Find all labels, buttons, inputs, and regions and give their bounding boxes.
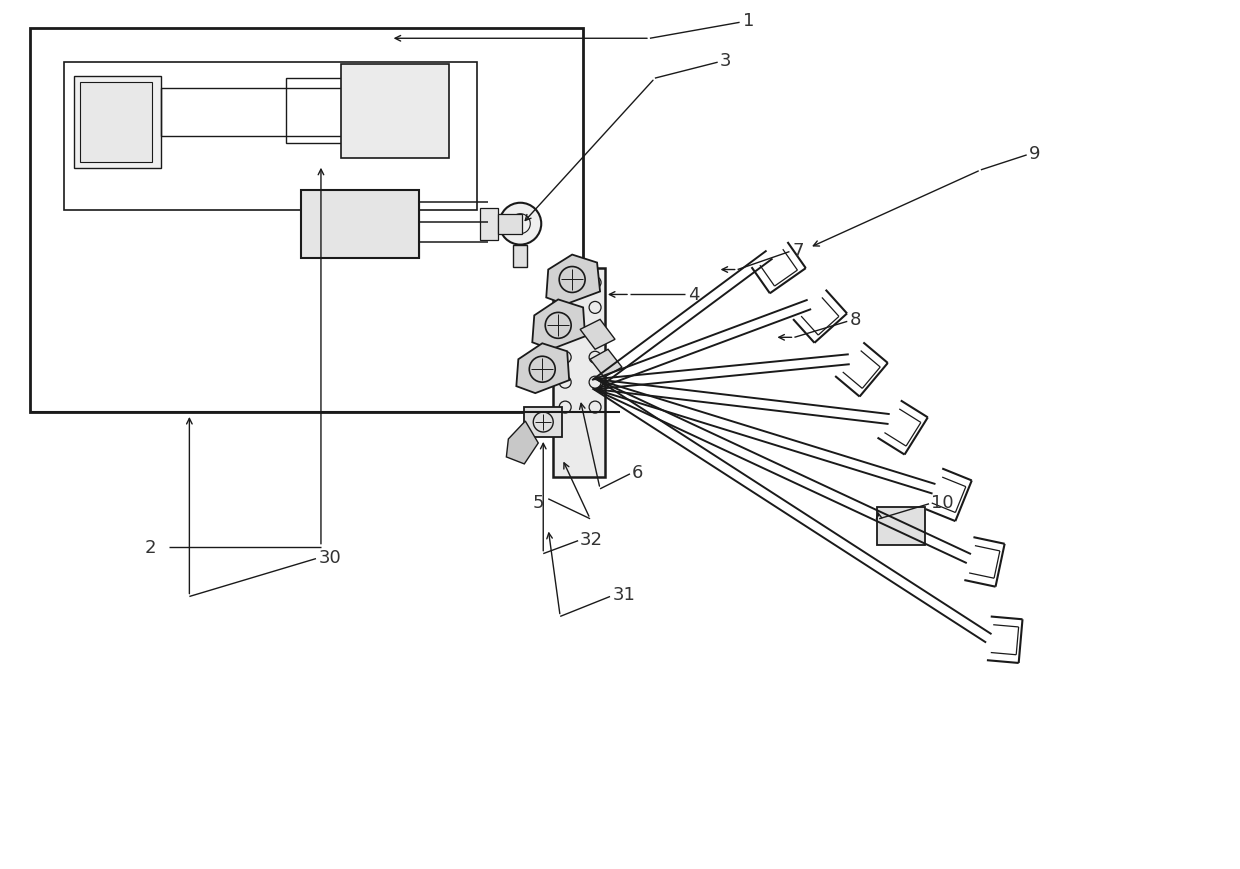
Bar [161,89,376,136]
Polygon shape [590,350,622,378]
Text: 3: 3 [719,52,732,70]
Bar [79,83,151,163]
Text: 31: 31 [613,586,636,604]
Text: 32: 32 [580,530,603,548]
Polygon shape [580,320,615,350]
Text: 1: 1 [743,12,754,30]
Text: 9: 9 [1029,145,1040,163]
Bar [341,65,449,159]
Bar [73,77,161,169]
Bar [286,79,383,143]
Bar [301,190,419,258]
Bar [553,269,605,477]
Text: 6: 6 [632,463,644,481]
Polygon shape [532,300,585,350]
Bar [877,507,925,545]
Text: 7: 7 [792,242,804,259]
Polygon shape [516,344,569,394]
Text: 10: 10 [931,494,954,511]
Text: 8: 8 [849,311,861,329]
Bar [480,209,498,241]
Bar [513,245,527,268]
Text: 30: 30 [319,548,342,566]
Polygon shape [547,255,600,305]
Bar [63,63,477,210]
Bar [525,408,562,437]
Bar [30,30,583,413]
Text: 4: 4 [688,286,699,304]
Polygon shape [506,421,538,464]
Text: 5: 5 [533,494,544,511]
Bar [381,85,439,131]
Text: 2: 2 [145,538,156,556]
Bar [498,215,522,235]
Circle shape [500,203,541,245]
